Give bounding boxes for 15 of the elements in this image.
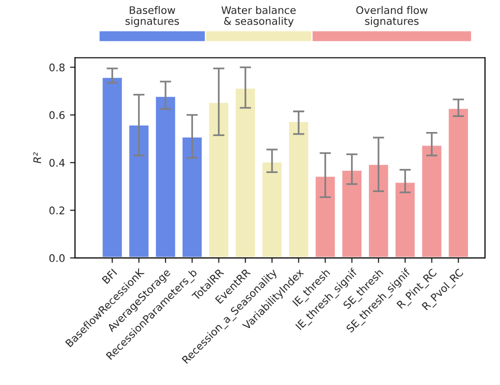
y-tick-label: 0.8 <box>49 64 65 72</box>
text: Overland flow signatures <box>356 6 428 27</box>
text: Water balance & seasonality <box>221 6 296 27</box>
bar <box>366 162 390 258</box>
y-tick-label: 0.2 <box>49 206 64 214</box>
bar <box>207 100 230 258</box>
y-axis-title: R² <box>33 152 41 164</box>
bar <box>314 174 337 258</box>
y-tick-label: 0.4 <box>49 158 65 167</box>
y-tick-label: 0.6 <box>49 111 65 120</box>
text: Baseflow signatures <box>126 6 179 27</box>
bar <box>420 144 444 258</box>
bar <box>100 76 124 258</box>
y-tick-label: 0.0 <box>49 254 65 262</box>
bar <box>154 94 178 258</box>
